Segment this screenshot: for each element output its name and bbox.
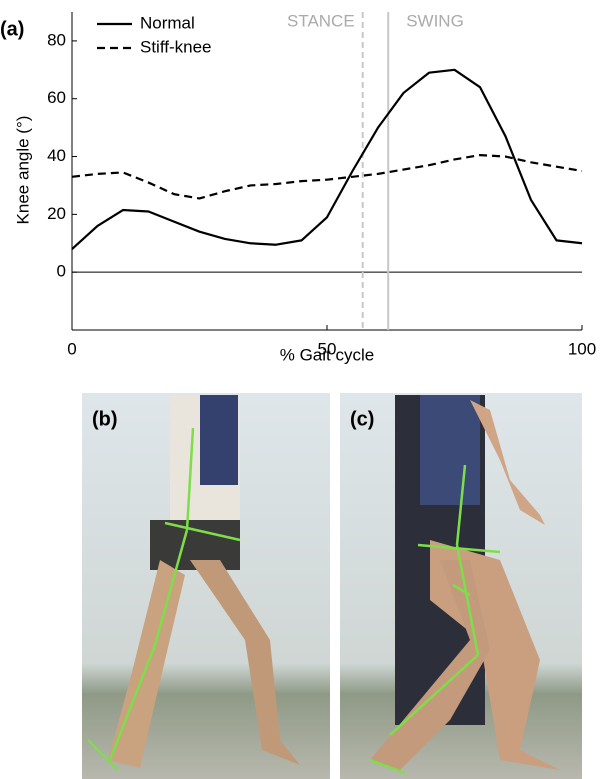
y-tick-label: 20 — [47, 204, 66, 223]
y-tick-label: 80 — [47, 30, 66, 49]
panel-label: (a) — [0, 18, 24, 40]
y-axis-label: Knee angle (°) — [13, 116, 32, 225]
y-tick-label: 60 — [47, 88, 66, 107]
y-tick-label: 40 — [47, 146, 66, 165]
phase-label: SWING — [406, 11, 464, 30]
photo-c — [340, 393, 582, 779]
series-line — [71, 68, 583, 250]
y-tick-label: 0 — [57, 262, 66, 281]
x-tick-label: 50 — [318, 339, 337, 358]
legend-label: Stiff-knee — [140, 37, 212, 56]
x-axis-label: % Gait cycle — [280, 345, 374, 364]
x-tick-label: 100 — [568, 339, 596, 358]
legend-label: Normal — [140, 13, 195, 32]
panel-label: (b) — [92, 408, 118, 430]
panel-label: (c) — [350, 408, 374, 430]
phase-label: STANCE — [287, 11, 355, 30]
photo-b — [82, 393, 330, 779]
x-tick-label: 0 — [67, 339, 76, 358]
series-line — [71, 154, 583, 200]
